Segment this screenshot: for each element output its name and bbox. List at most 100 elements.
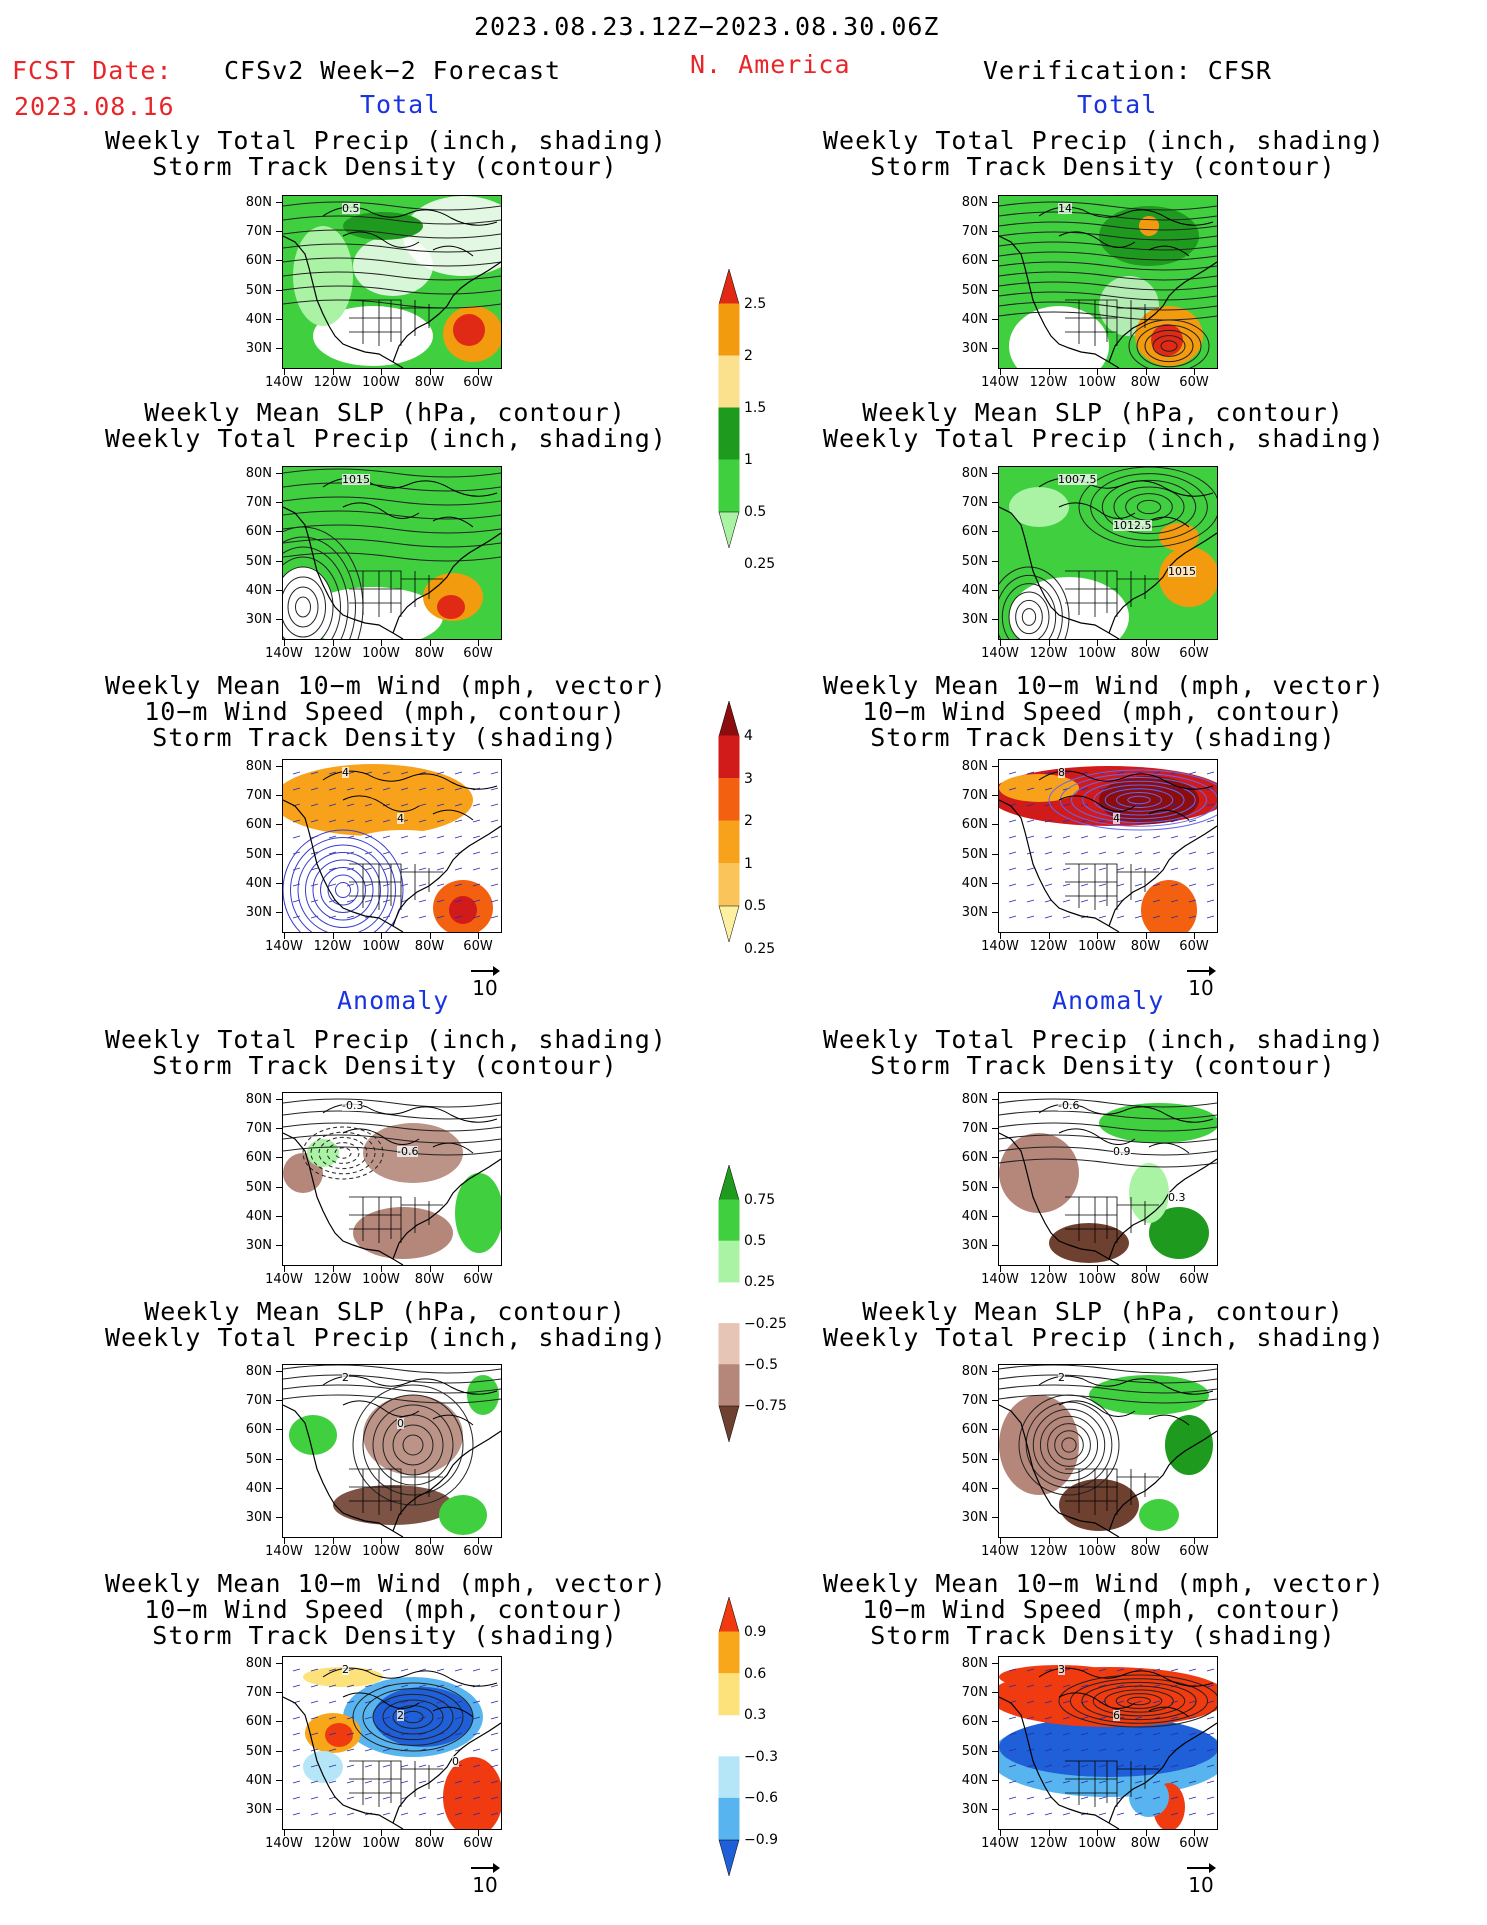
latitude-tick: [992, 318, 998, 320]
colorbar-label: 2.5: [744, 296, 767, 312]
latitude-label: 70N: [961, 1121, 988, 1137]
contour-label: 2: [1058, 1371, 1065, 1384]
title-line: Weekly Total Precip (inch, shading): [823, 126, 1385, 155]
colorbar-label: 0.5: [744, 898, 767, 914]
contour-label: 2: [342, 1371, 349, 1384]
latitude-tick: [992, 502, 998, 504]
longitude-tick: [1194, 933, 1195, 939]
latitude-label: 30N: [961, 612, 988, 627]
latitude-label: 80N: [961, 195, 988, 210]
latitude-label: 50N: [961, 1179, 988, 1195]
longitude-tick: [1000, 369, 1001, 375]
latitude-label: 50N: [961, 846, 988, 862]
latitude-tick: [992, 1779, 998, 1781]
longitude-tick: [1145, 640, 1147, 646]
latitude-label: 80N: [961, 1364, 988, 1379]
longitude-label: 60W: [1179, 375, 1209, 390]
longitude-tick: [1194, 1538, 1195, 1544]
period-title: 2023.08.23.12Z−2023.08.30.06Z: [474, 12, 940, 41]
latitude-tick: [276, 318, 282, 320]
longitude-label: 140W: [265, 939, 303, 954]
latitude-label: 50N: [961, 282, 988, 298]
longitude-label: 140W: [265, 1272, 303, 1287]
longitude-tick: [1048, 1266, 1050, 1272]
storm_total-colorbar: [718, 700, 740, 948]
latitude-tick: [276, 473, 282, 474]
longitude-label: 140W: [981, 375, 1019, 390]
latitude-tick: [276, 289, 282, 291]
fc-anom-vector-reference: 10: [455, 1863, 515, 1897]
colorbar-label: 0.3: [744, 1707, 767, 1724]
colorbar-label: 1: [744, 855, 753, 872]
latitude-tick: [992, 619, 998, 620]
reference-value: 10: [1188, 976, 1214, 1000]
latitude-label: 70N: [961, 788, 988, 804]
latitude-label: 70N: [245, 1685, 272, 1701]
longitude-tick: [1145, 1538, 1147, 1544]
longitude-tick: [429, 640, 431, 646]
longitude-tick: [284, 1266, 285, 1272]
longitude-label: 100W: [362, 1272, 400, 1287]
latitude-tick: [992, 1157, 998, 1159]
latitude-label: 80N: [961, 1092, 988, 1107]
latitude-label: 60N: [245, 524, 272, 540]
title-line: 10−m Wind Speed (mph, contour): [862, 697, 1344, 726]
longitude-label: 120W: [313, 1544, 352, 1559]
title-line: Weekly Total Precip (inch, shading): [105, 424, 667, 453]
contour-label: 1007.5: [1058, 473, 1097, 486]
ob-anom-slp-title: Weekly Mean SLP (hPa, contour) Weekly To…: [823, 1297, 1385, 1352]
latitude-tick: [276, 202, 282, 203]
longitude-label: 120W: [313, 1836, 352, 1851]
latitude-tick: [992, 531, 998, 533]
latitude-tick: [992, 1400, 998, 1402]
longitude-tick: [1097, 1266, 1098, 1272]
latitude-label: 30N: [245, 612, 272, 627]
title-line: Weekly Mean SLP (hPa, contour): [144, 1297, 626, 1326]
longitude-tick: [478, 933, 479, 939]
latitude-tick: [992, 853, 998, 855]
title-line: Storm Track Density (contour): [870, 152, 1336, 181]
latitude-tick: [276, 912, 282, 913]
colorbar-label: 1.5: [744, 400, 767, 416]
longitude-label: 80W: [1130, 646, 1161, 661]
longitude-tick: [1145, 369, 1147, 375]
latitude-tick: [992, 1128, 998, 1130]
latitude-tick: [992, 560, 998, 562]
reference-arrow-icon: [1171, 966, 1231, 976]
latitude-label: 30N: [961, 1802, 988, 1817]
longitude-tick: [1145, 1830, 1147, 1836]
longitude-label: 60W: [1179, 1272, 1209, 1287]
reference-value: 10: [472, 1873, 498, 1897]
longitude-label: 80W: [414, 939, 445, 954]
fc-total-slp-title: Weekly Mean SLP (hPa, contour) Weekly To…: [105, 400, 667, 453]
longitude-tick: [478, 369, 479, 375]
longitude-label: 60W: [1179, 939, 1209, 954]
longitude-tick: [478, 1830, 479, 1836]
longitude-label: 140W: [981, 1272, 1019, 1287]
longitude-label: 80W: [1130, 375, 1161, 390]
contour-label: 0: [452, 1755, 459, 1768]
verification-anomaly-heading: Anomaly: [1052, 986, 1165, 1015]
precip_total-colorbar: [718, 268, 740, 554]
latitude-label: 60N: [961, 1714, 988, 1730]
reference-arrow-icon: [455, 966, 515, 976]
contour-label: 2: [397, 1709, 404, 1722]
longitude-tick: [332, 933, 334, 939]
longitude-label: 120W: [1029, 1272, 1068, 1287]
longitude-label: 80W: [414, 1272, 445, 1287]
longitude-label: 60W: [1179, 1836, 1209, 1851]
latitude-label: 70N: [961, 1393, 988, 1409]
colorbar-label: 0.25: [744, 940, 776, 957]
title-line: Weekly Total Precip (inch, shading): [823, 1323, 1385, 1352]
longitude-label: 80W: [414, 375, 445, 390]
longitude-tick: [1048, 1830, 1050, 1836]
latitude-label: 40N: [961, 1480, 988, 1496]
longitude-tick: [429, 1830, 431, 1836]
title-line: Weekly Mean SLP (hPa, contour): [862, 1297, 1344, 1326]
latitude-label: 60N: [245, 1150, 272, 1166]
latitude-label: 80N: [245, 466, 272, 481]
latitude-tick: [992, 1245, 998, 1246]
fc-anom-wind-title: Weekly Mean 10−m Wind (mph, vector) 10−m…: [105, 1571, 666, 1649]
fc-anom-precip-title: Weekly Total Precip (inch, shading) Stor…: [105, 1027, 666, 1079]
latitude-tick: [992, 1721, 998, 1723]
